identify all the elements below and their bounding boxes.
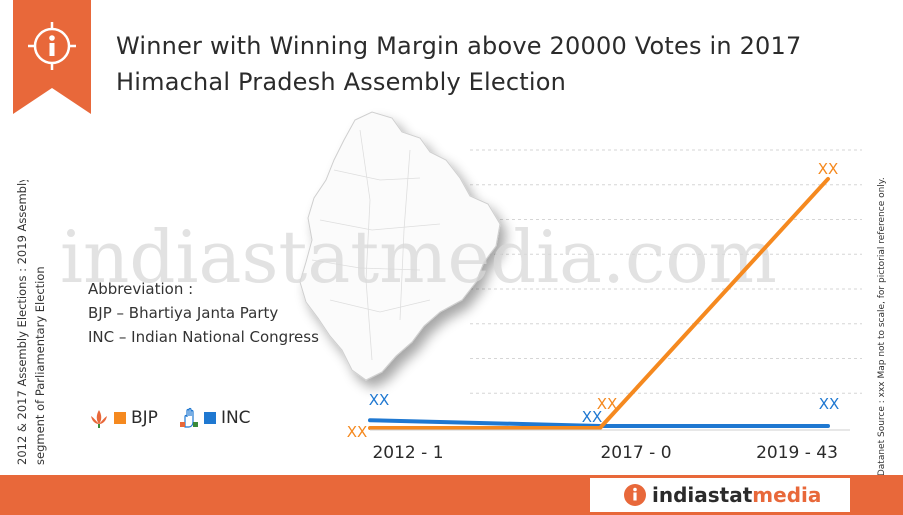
- side-note-left-line-2: segment of Parliamentary Election: [33, 266, 47, 465]
- data-label-inc: XX: [582, 408, 603, 426]
- x-tick-label: 2012 - 1: [372, 443, 443, 463]
- side-note-right: © Datanet Source : xxx Map not to scale,…: [877, 177, 887, 488]
- legend-label-inc: INC: [220, 408, 251, 428]
- abbreviation-heading: Abbreviation :: [88, 280, 194, 298]
- side-note-left-line-1: 2012 & 2017 Assembly Elections : 2019 As…: [15, 180, 29, 465]
- x-tick-label: 2019 - 43: [756, 443, 838, 463]
- svg-text:indiastatmedia: indiastatmedia: [652, 483, 821, 507]
- abbreviation-item: BJP – Bhartiya Janta Party: [88, 304, 279, 322]
- footer-logo-text-2: media: [752, 483, 821, 507]
- legend-item-inc: INC: [178, 407, 251, 429]
- data-label-bjp: XX: [597, 395, 618, 413]
- inc-swatch: [203, 412, 216, 424]
- footer-logo: indiastatmedia: [590, 478, 850, 512]
- inc-hand-icon: [179, 407, 198, 428]
- abbreviation-block: Abbreviation : BJP – Bhartiya Janta Part…: [88, 280, 368, 352]
- footer-logo-text-1: indiastat: [652, 483, 753, 507]
- grid-lines: [470, 149, 862, 394]
- legend-label-bjp: BJP: [131, 408, 158, 428]
- abbreviation-item: INC – Indian National Congress: [88, 328, 319, 346]
- info-banner: [13, 0, 91, 114]
- side-note-left: 2012 & 2017 Assembly Elections : 2019 As…: [15, 180, 47, 465]
- state-map: [299, 111, 501, 381]
- chart-title: Winner with Winning Margin above 20000 V…: [116, 28, 876, 100]
- bjp-swatch: [114, 412, 126, 424]
- data-label-bjp: XX: [818, 160, 839, 178]
- source-note: © Datanet Source : xxx Map not to scale,…: [877, 177, 887, 488]
- series-lines: [368, 176, 830, 430]
- legend: BJP INC: [88, 405, 271, 431]
- legend-item-bjp: BJP: [88, 407, 158, 429]
- title-line-2: Himachal Pradesh Assembly Election: [116, 68, 567, 96]
- bjp-lotus-icon: [91, 410, 107, 428]
- info-icon: [28, 22, 76, 70]
- watermark-text: indiastatmedia.com: [60, 215, 777, 299]
- series-line-bjp: [368, 176, 830, 430]
- data-label-inc: XX: [819, 395, 840, 413]
- data-label-bjp: XX: [347, 423, 368, 441]
- x-tick-label: 2017 - 0: [600, 443, 671, 463]
- info-icon: [624, 484, 646, 506]
- title-line-1: Winner with Winning Margin above 20000 V…: [116, 32, 802, 60]
- x-tick-labels: 2012 - 1 2017 - 0 2019 - 43: [372, 443, 837, 463]
- data-label-inc: XX: [369, 391, 390, 409]
